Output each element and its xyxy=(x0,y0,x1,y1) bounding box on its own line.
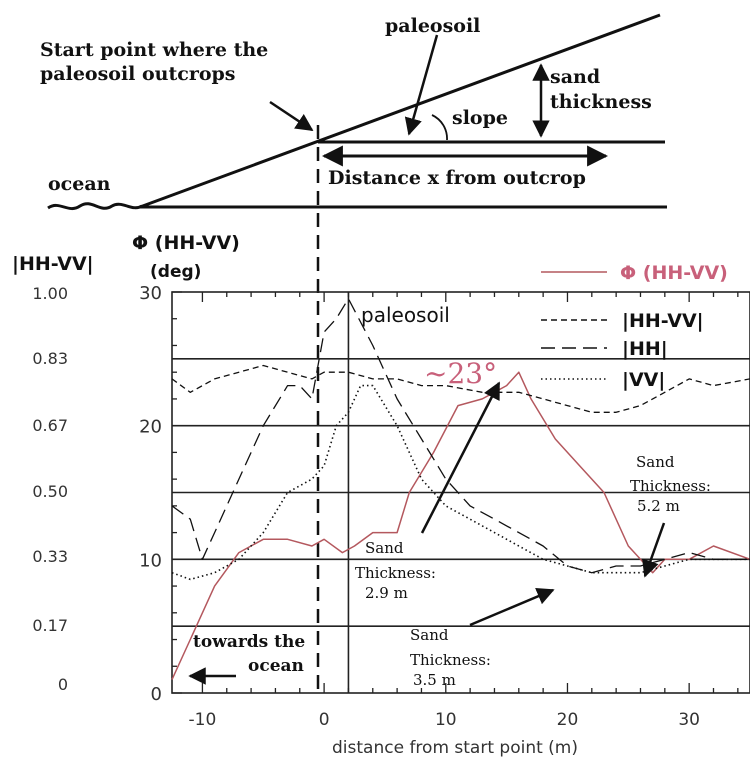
slope-line xyxy=(139,13,661,209)
annotation-angle: ~23° xyxy=(424,357,497,390)
start-point-label-line2: paleosoil outcrops xyxy=(40,63,236,85)
arrow-sand-5-2 xyxy=(642,522,666,578)
sand-label: sand xyxy=(550,66,600,88)
sand-thickness-3-5-line3: 3.5 m xyxy=(413,671,456,689)
slope-angle-arc xyxy=(431,114,448,141)
y-tick-label: 30 xyxy=(139,283,162,304)
start-point-label-line1: Start point where the xyxy=(40,39,268,61)
paleosoil-diagram-label: paleosoil xyxy=(385,15,480,37)
sand-thickness-2-9-line3: 2.9 m xyxy=(365,584,408,602)
y-tick-label: 10 xyxy=(139,550,162,571)
ocean-wave xyxy=(47,202,143,211)
schematic-labels: Start point where the paleosoil outcrops… xyxy=(40,15,652,195)
arrow-sand-2-9 xyxy=(420,381,501,534)
start-point-arrow xyxy=(269,100,314,132)
x-tick-label: -10 xyxy=(189,710,217,730)
outer-tick-label: 0.17 xyxy=(32,616,68,635)
outer-tick-label: 1.00 xyxy=(32,284,68,303)
plot-frame xyxy=(171,291,750,694)
annotation-towards-line1: towards the xyxy=(193,632,305,652)
outer-tick-label: 0.33 xyxy=(32,547,68,566)
left-axis-label-line2: (deg) xyxy=(150,262,201,282)
sand-thickness-2-9-line1: Sand xyxy=(365,539,404,557)
ocean-label: ocean xyxy=(48,173,111,195)
series-line-hh xyxy=(171,298,750,574)
y-tick-label: 0 xyxy=(151,684,162,705)
annotation-towards-line2: ocean xyxy=(248,656,304,676)
outer-tick-label: 0.83 xyxy=(32,349,68,368)
sand-thickness-5-2-line1: Sand xyxy=(636,453,675,471)
outer-tick-label: 0 xyxy=(58,675,68,694)
schematic-diagram xyxy=(47,13,667,690)
series-line-hhvv xyxy=(171,364,750,413)
legend-label: |VV| xyxy=(622,369,665,391)
legend-label: Φ (HH-VV) xyxy=(620,262,728,284)
outer-axis-label: |HH-VV| xyxy=(12,253,94,275)
axis-titles: |HH-VV| Φ (HH-VV) (deg) xyxy=(12,232,240,282)
sand-thickness-5-2-line2: Thickness: xyxy=(630,477,711,495)
x-tick-label: 0 xyxy=(319,710,330,730)
outer-tick-label: 0.50 xyxy=(32,482,68,501)
x-tick-label: 10 xyxy=(435,710,457,730)
sand-thickness-3-5-line2: Thickness: xyxy=(410,651,491,669)
x-tick-label: 30 xyxy=(678,710,700,730)
arrow-sand-3-5 xyxy=(469,588,555,627)
slope-label: slope xyxy=(452,107,508,129)
sand-thickness-2-9-line2: Thickness: xyxy=(355,564,436,582)
thickness-label: thickness xyxy=(550,91,652,113)
legend-label: |HH| xyxy=(622,338,668,360)
outer-tick-label: 0.67 xyxy=(32,416,68,435)
x-axis-label: distance from start point (m) xyxy=(332,738,578,758)
y-tick-label: 20 xyxy=(139,417,162,438)
left-axis-label-line1: Φ (HH-VV) xyxy=(132,232,240,254)
annotation-paleosoil: paleosoil xyxy=(361,303,450,327)
x-tick-label: 20 xyxy=(557,710,579,730)
paleosoil-arrow xyxy=(404,34,439,136)
distance-label: Distance x from outcrop xyxy=(328,167,586,189)
legend-label: |HH-VV| xyxy=(622,310,704,332)
sand-thickness-3-5-line1: Sand xyxy=(410,626,449,644)
sand-thickness-5-2-line3: 5.2 m xyxy=(637,497,680,515)
